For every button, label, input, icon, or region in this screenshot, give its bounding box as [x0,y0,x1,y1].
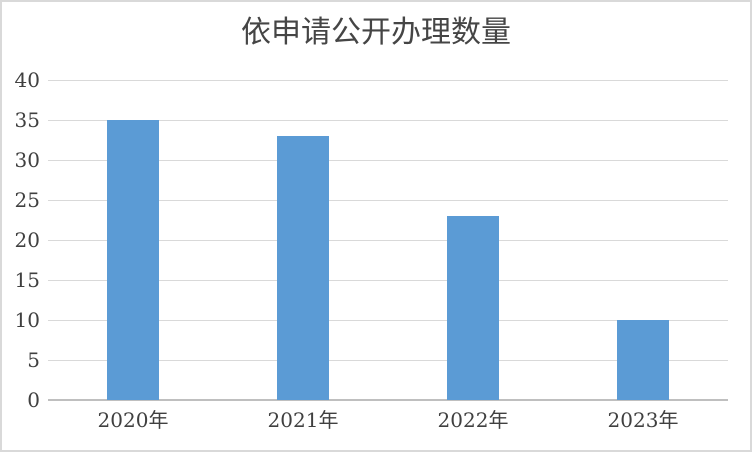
y-tick-label-15: 15 [14,268,40,292]
y-tick-label-0: 0 [27,388,40,412]
gridline-35 [48,120,728,121]
y-tick-label-20: 20 [14,228,40,252]
bar-2023年 [617,320,669,400]
x-tick-label-2020年: 2020年 [97,408,169,432]
x-tick-label-2021年: 2021年 [267,408,339,432]
gridline-40 [48,80,728,81]
gridline-25 [48,200,728,201]
y-tick-label-30: 30 [14,148,40,172]
y-tick-label-25: 25 [14,188,40,212]
x-axis-line [48,399,728,401]
bar-2020年 [107,120,159,400]
bar-2022年 [447,216,499,400]
chart-title: 依申请公开办理数量 [241,15,511,50]
x-tick-label-2023年: 2023年 [607,408,679,432]
x-tick-label-2022年: 2022年 [437,408,509,432]
gridline-30 [48,160,728,161]
y-tick-label-35: 35 [14,108,40,132]
gridline-15 [48,280,728,281]
plot-area [48,80,728,401]
bar-2021年 [277,136,329,400]
y-tick-label-40: 40 [14,68,40,92]
y-tick-label-5: 5 [27,348,40,372]
y-tick-label-10: 10 [14,308,40,332]
gridline-5 [48,360,728,361]
gridline-10 [48,320,728,321]
gridline-20 [48,240,728,241]
